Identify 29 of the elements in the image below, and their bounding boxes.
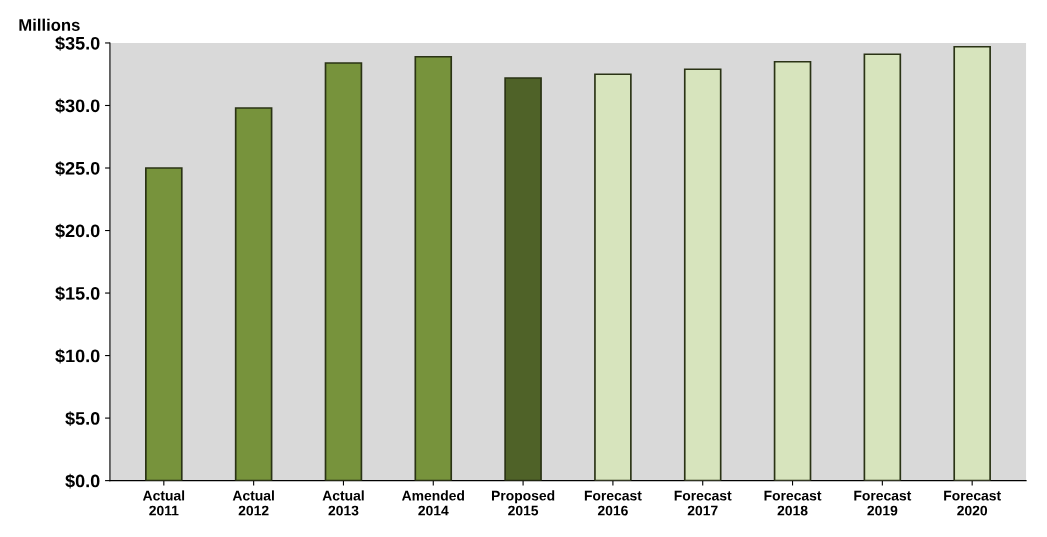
bar xyxy=(773,60,812,481)
y-tick-label: $20.0 xyxy=(55,223,100,239)
y-tick-label: $15.0 xyxy=(55,286,100,301)
bar xyxy=(594,73,632,481)
y-tick-label: $5.0 xyxy=(65,411,100,426)
bar xyxy=(953,45,991,481)
y-axis-title: Millions xyxy=(19,18,80,31)
y-tick-label: $25.0 xyxy=(55,161,100,176)
bar xyxy=(324,62,363,481)
x-tick-label: Amended 2014 xyxy=(401,490,464,516)
bar xyxy=(414,55,453,481)
bar xyxy=(863,53,902,481)
x-tick-label: Forecast 2016 xyxy=(584,490,642,516)
x-tick-label: Proposed 2015 xyxy=(491,490,555,516)
x-tick-label: Forecast 2020 xyxy=(944,490,1001,516)
bar xyxy=(145,167,183,481)
x-tick-label: Actual 2013 xyxy=(322,490,364,516)
y-tick-label: $35.0 xyxy=(55,36,100,51)
x-tick-label: Actual 2011 xyxy=(142,490,185,516)
x-tick-label: Forecast 2019 xyxy=(854,490,912,516)
bar xyxy=(683,68,722,481)
bar xyxy=(234,107,273,481)
y-tick-label: $30.0 xyxy=(55,98,100,114)
x-tick-label: Forecast 2018 xyxy=(764,490,822,516)
y-tick-label: $10.0 xyxy=(55,348,100,364)
x-tick-label: Actual 2012 xyxy=(232,490,274,516)
y-tick-label: $0.0 xyxy=(65,473,100,489)
bar xyxy=(504,77,542,481)
x-tick-label: Forecast 2017 xyxy=(674,490,732,516)
